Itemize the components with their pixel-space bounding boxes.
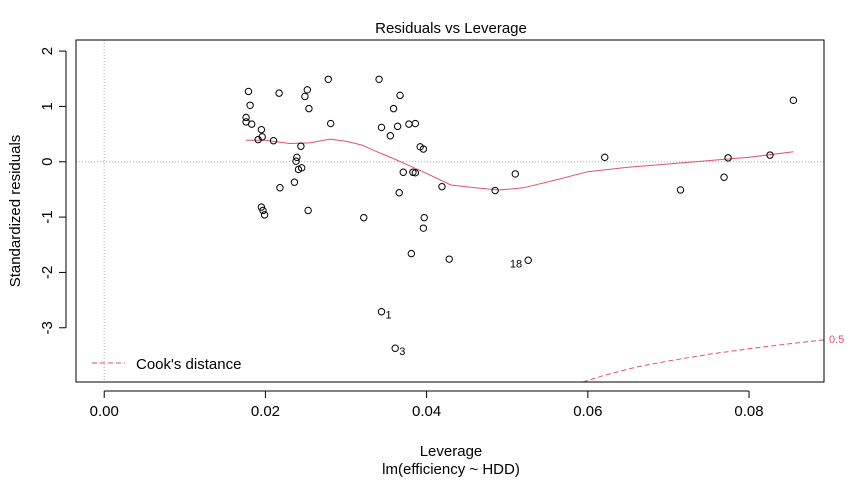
data-point — [491, 186, 499, 195]
data-point — [292, 157, 300, 165]
data-point — [789, 96, 798, 105]
data-point — [293, 153, 301, 162]
data-point — [386, 132, 395, 140]
y-tick-label: -3 — [39, 321, 56, 334]
data-point — [399, 168, 407, 176]
point-label: 3 — [399, 346, 405, 358]
data-point — [419, 145, 428, 153]
data-point — [303, 86, 312, 94]
data-point — [324, 75, 332, 83]
data-point — [244, 87, 253, 96]
data-point — [246, 101, 254, 110]
data-point — [720, 173, 728, 181]
data-point — [257, 125, 266, 134]
data-point — [304, 206, 312, 215]
data-point — [445, 255, 453, 263]
x-tick-label: 0.06 — [573, 403, 602, 420]
smoother-path — [246, 138, 794, 191]
data-point — [269, 137, 278, 145]
data-point — [601, 153, 609, 162]
data-point — [260, 211, 269, 219]
x-tick-label: 0.04 — [412, 403, 441, 420]
y-tick-label: 0 — [39, 158, 56, 166]
data-point — [248, 120, 256, 128]
cooks-distance-line — [582, 339, 825, 383]
data-point — [297, 142, 305, 150]
x-axis-label: Leverage — [420, 443, 483, 460]
data-point — [407, 249, 416, 258]
x-tick-label: 0.08 — [734, 403, 763, 420]
y-axis-label: Standardized residuals — [7, 135, 24, 288]
data-point — [395, 189, 403, 197]
y-tick-label: 1 — [39, 102, 56, 110]
x-axis-sublabel: lm(efficiency ~ HDD) — [382, 461, 520, 478]
y-tick-label: 2 — [39, 47, 56, 55]
data-point — [766, 151, 774, 159]
data-point — [297, 164, 306, 172]
x-axis: 0.00 0.02 0.04 0.06 0.08 — [90, 390, 764, 420]
data-point — [276, 184, 284, 192]
data-point — [375, 75, 383, 83]
data-point — [258, 133, 266, 141]
plot-frame — [75, 39, 825, 383]
data-point — [420, 213, 428, 222]
point-label: 18 — [510, 258, 522, 270]
data-point — [411, 169, 420, 177]
y-axis: -3 -2 -1 0 1 2 — [39, 47, 67, 334]
chart-title: Residuals vs Leverage — [375, 20, 527, 37]
y-tick-label: -2 — [39, 266, 56, 279]
cooks-distance-contour: 0.5 — [582, 334, 844, 383]
data-point — [301, 92, 309, 101]
smoother-line — [246, 138, 794, 191]
data-point — [275, 89, 283, 97]
data-point — [377, 123, 386, 132]
data-point — [393, 122, 402, 131]
data-point — [391, 344, 399, 352]
data-point — [305, 104, 313, 113]
data-point — [377, 308, 386, 316]
data-point — [724, 154, 732, 162]
data-point — [389, 104, 398, 113]
legend-label: Cook's distance — [136, 356, 241, 373]
data-point — [411, 119, 420, 128]
data-point — [511, 170, 519, 178]
y-tick-label: -1 — [39, 210, 56, 223]
point-labels: 1 3 18 — [385, 258, 522, 358]
cooks-contour-label: 0.5 — [829, 334, 844, 346]
data-point — [419, 224, 428, 232]
data-point — [405, 120, 413, 128]
data-point — [438, 182, 446, 191]
data-point — [676, 186, 685, 194]
reference-lines — [76, 40, 824, 382]
legend: Cook's distance — [92, 356, 241, 373]
data-point — [360, 213, 368, 222]
data-point — [524, 256, 532, 264]
data-point — [396, 91, 404, 100]
data-point — [242, 113, 250, 122]
data-point — [259, 206, 267, 215]
point-label: 1 — [385, 310, 391, 322]
x-tick-label: 0.00 — [90, 403, 119, 420]
data-point — [290, 178, 299, 186]
x-tick-label: 0.02 — [251, 403, 280, 420]
data-points — [242, 75, 798, 352]
data-point — [327, 119, 335, 128]
